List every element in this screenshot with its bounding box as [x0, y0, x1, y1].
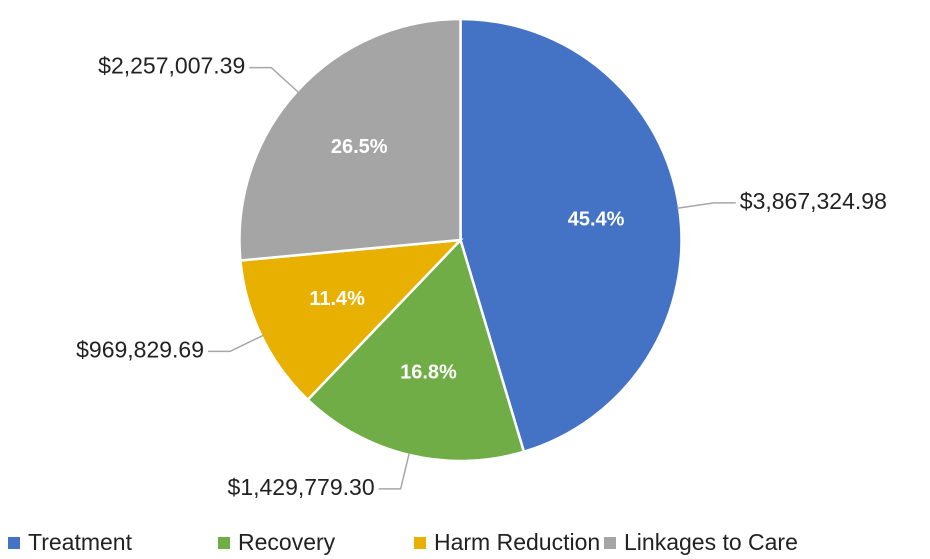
legend-swatch [8, 537, 20, 549]
legend-label: Harm Reduction [434, 529, 600, 555]
legend-swatch [218, 537, 230, 549]
percent-label: 16.8% [400, 362, 457, 384]
value-label: $2,257,007.39 [98, 53, 245, 79]
legend-label: Linkages to Care [624, 529, 798, 555]
value-label: $1,429,779.30 [228, 474, 375, 500]
value-label: $969,829.69 [76, 337, 204, 363]
leader-line [677, 202, 736, 210]
value-label: $3,867,324.98 [740, 188, 887, 214]
legend-label: Treatment [28, 529, 133, 555]
leader-line [208, 334, 264, 353]
percent-label: 11.4% [309, 288, 365, 310]
leader-line [249, 66, 300, 94]
percent-label: 26.5% [331, 136, 388, 158]
legend-swatch [604, 537, 616, 549]
percent-label: 45.4% [568, 208, 625, 230]
legend-label: Recovery [238, 529, 336, 555]
leader-line [378, 452, 411, 490]
legend-swatch [414, 537, 426, 549]
